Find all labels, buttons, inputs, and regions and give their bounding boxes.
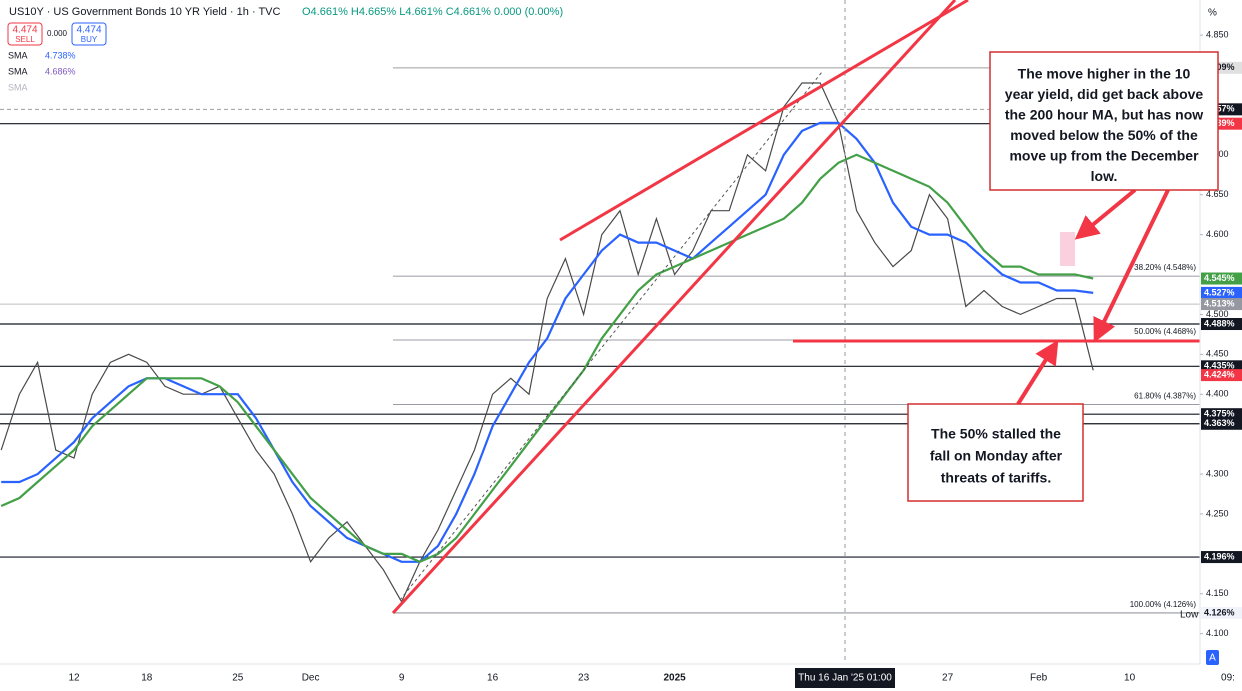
annotation-line: threats of tariffs.	[941, 470, 1051, 486]
spread: 0.000	[47, 29, 68, 38]
fib-label: 100.00% (4.126%)	[1130, 600, 1197, 609]
price-line	[0, 82, 1094, 604]
y-tick-label: 4.100	[1206, 628, 1229, 638]
annotation-line: The move higher in the 10	[1018, 66, 1191, 82]
x-tick-label: 27	[942, 673, 954, 684]
y-tick-label: 4.250	[1206, 508, 1229, 518]
price-badge-label: 4.424%	[1204, 369, 1235, 379]
indicator-name: SMA	[8, 50, 28, 60]
annotation-line: moved below the 50% of the	[1010, 127, 1198, 143]
price-badge-label: 4.196%	[1204, 551, 1235, 561]
buy-label: BUY	[81, 35, 98, 44]
trend-dashed	[399, 71, 823, 601]
fib-label: 38.20% (4.548%)	[1134, 263, 1196, 272]
price-badge-label: 4.545%	[1204, 273, 1235, 283]
annotation-line: fall on Monday after	[930, 448, 1063, 464]
trendline	[559, 0, 969, 242]
auto-label: A	[1209, 653, 1216, 664]
annotation-line: the 200 hour MA, but has now	[1005, 107, 1203, 123]
price-badge	[1201, 606, 1242, 619]
y-tick-label: 4.400	[1206, 389, 1229, 399]
sell-price: 4.474	[12, 25, 37, 36]
highlight	[1060, 232, 1075, 266]
x-tick-label: Feb	[1030, 673, 1048, 684]
x-tick-label: 16	[487, 673, 499, 684]
price-badge	[1201, 286, 1242, 299]
annotation-line: year yield, did get back above	[1005, 86, 1204, 102]
sma-line	[0, 153, 1094, 563]
x-tick-label: 10	[1124, 673, 1136, 684]
price-badge	[1201, 551, 1242, 564]
y-tick-label: 4.150	[1206, 588, 1229, 598]
x-tick-label: 12	[68, 673, 80, 684]
crosshair-label: Thu 16 Jan '25 01:00	[798, 673, 892, 684]
x-tick-label: 25	[232, 673, 244, 684]
sell-label: SELL	[15, 35, 35, 44]
annotation-box	[989, 51, 1219, 191]
indicator-name: SMA	[8, 82, 28, 92]
overlay: US10Y · US Government Bonds 10 YR Yield …	[7, 6, 1235, 688]
price-badge-label: 4.809%	[1204, 62, 1235, 72]
x-tick-label: Dec	[302, 673, 320, 684]
y-tick-label: 4.600	[1206, 229, 1229, 239]
indicator-name: SMA	[8, 66, 28, 76]
indicator-value: 4.686%	[45, 66, 76, 76]
price-badge-label: 4.513%	[1204, 298, 1235, 308]
x-tick-label: 18	[141, 673, 153, 684]
price-badge-label: 4.435%	[1204, 361, 1235, 371]
title: US10Y · US Government Bonds 10 YR Yield …	[9, 6, 281, 18]
arrow	[1016, 339, 1059, 406]
y-tick-label: 4.450	[1206, 349, 1229, 359]
price-badge	[1201, 318, 1242, 331]
y-tick-label: 4.850	[1206, 29, 1229, 39]
time-label: 09:	[1221, 673, 1235, 684]
price-badge-label: 4.527%	[1204, 287, 1235, 297]
sell-button[interactable]	[7, 22, 43, 46]
ohlc: O4.661% H4.665% L4.661% C4.661% 0.000 (0…	[302, 6, 563, 18]
price-badge	[1201, 417, 1242, 430]
y-tick-label: 4.650	[1206, 189, 1229, 199]
crosshair-badge	[795, 668, 895, 688]
annotation-line: The 50% stalled the	[931, 426, 1061, 442]
price-badge-label: 4.488%	[1204, 318, 1235, 328]
price-badge-label: 4.126%	[1204, 607, 1235, 617]
price-badge-label: 4.363%	[1204, 418, 1235, 428]
price-badge	[1201, 408, 1242, 421]
y-tick-label: 4.300	[1206, 468, 1229, 478]
x-axis-bg	[0, 664, 1242, 691]
price-badge	[1201, 298, 1242, 311]
fib-label: 61.80% (4.387%)	[1134, 392, 1196, 401]
y-tick-label: 4.500	[1206, 309, 1229, 319]
buy-button[interactable]	[71, 22, 107, 46]
buy-price: 4.474	[76, 25, 101, 36]
axis-unit: %	[1208, 8, 1217, 19]
x-tick-label: 2025	[663, 673, 686, 684]
annotation-box	[907, 403, 1084, 502]
auto-button[interactable]	[1206, 650, 1219, 665]
annotation-line: move up from the December	[1009, 148, 1199, 164]
price-badge-label: 4.375%	[1204, 409, 1235, 419]
plot	[0, 82, 1094, 604]
x-tick-label: 9	[399, 673, 405, 684]
arrow	[1074, 188, 1137, 240]
arrow	[1093, 189, 1170, 343]
x-tick-label: 23	[578, 673, 590, 684]
sma-line	[1, 121, 1094, 563]
trendline	[391, 0, 957, 615]
drawings	[391, 0, 1200, 664]
price-badge	[1201, 369, 1242, 382]
fib-label: 50.00% (4.468%)	[1134, 327, 1196, 336]
price-badge-label: 4.739%	[1204, 118, 1235, 128]
price-badge-label: 4.757%	[1204, 104, 1235, 114]
price-badge	[1201, 272, 1242, 285]
indicator-value: 4.738%	[45, 50, 76, 60]
annotation-line: low.	[1091, 168, 1118, 184]
low-label: Low	[1180, 610, 1199, 621]
